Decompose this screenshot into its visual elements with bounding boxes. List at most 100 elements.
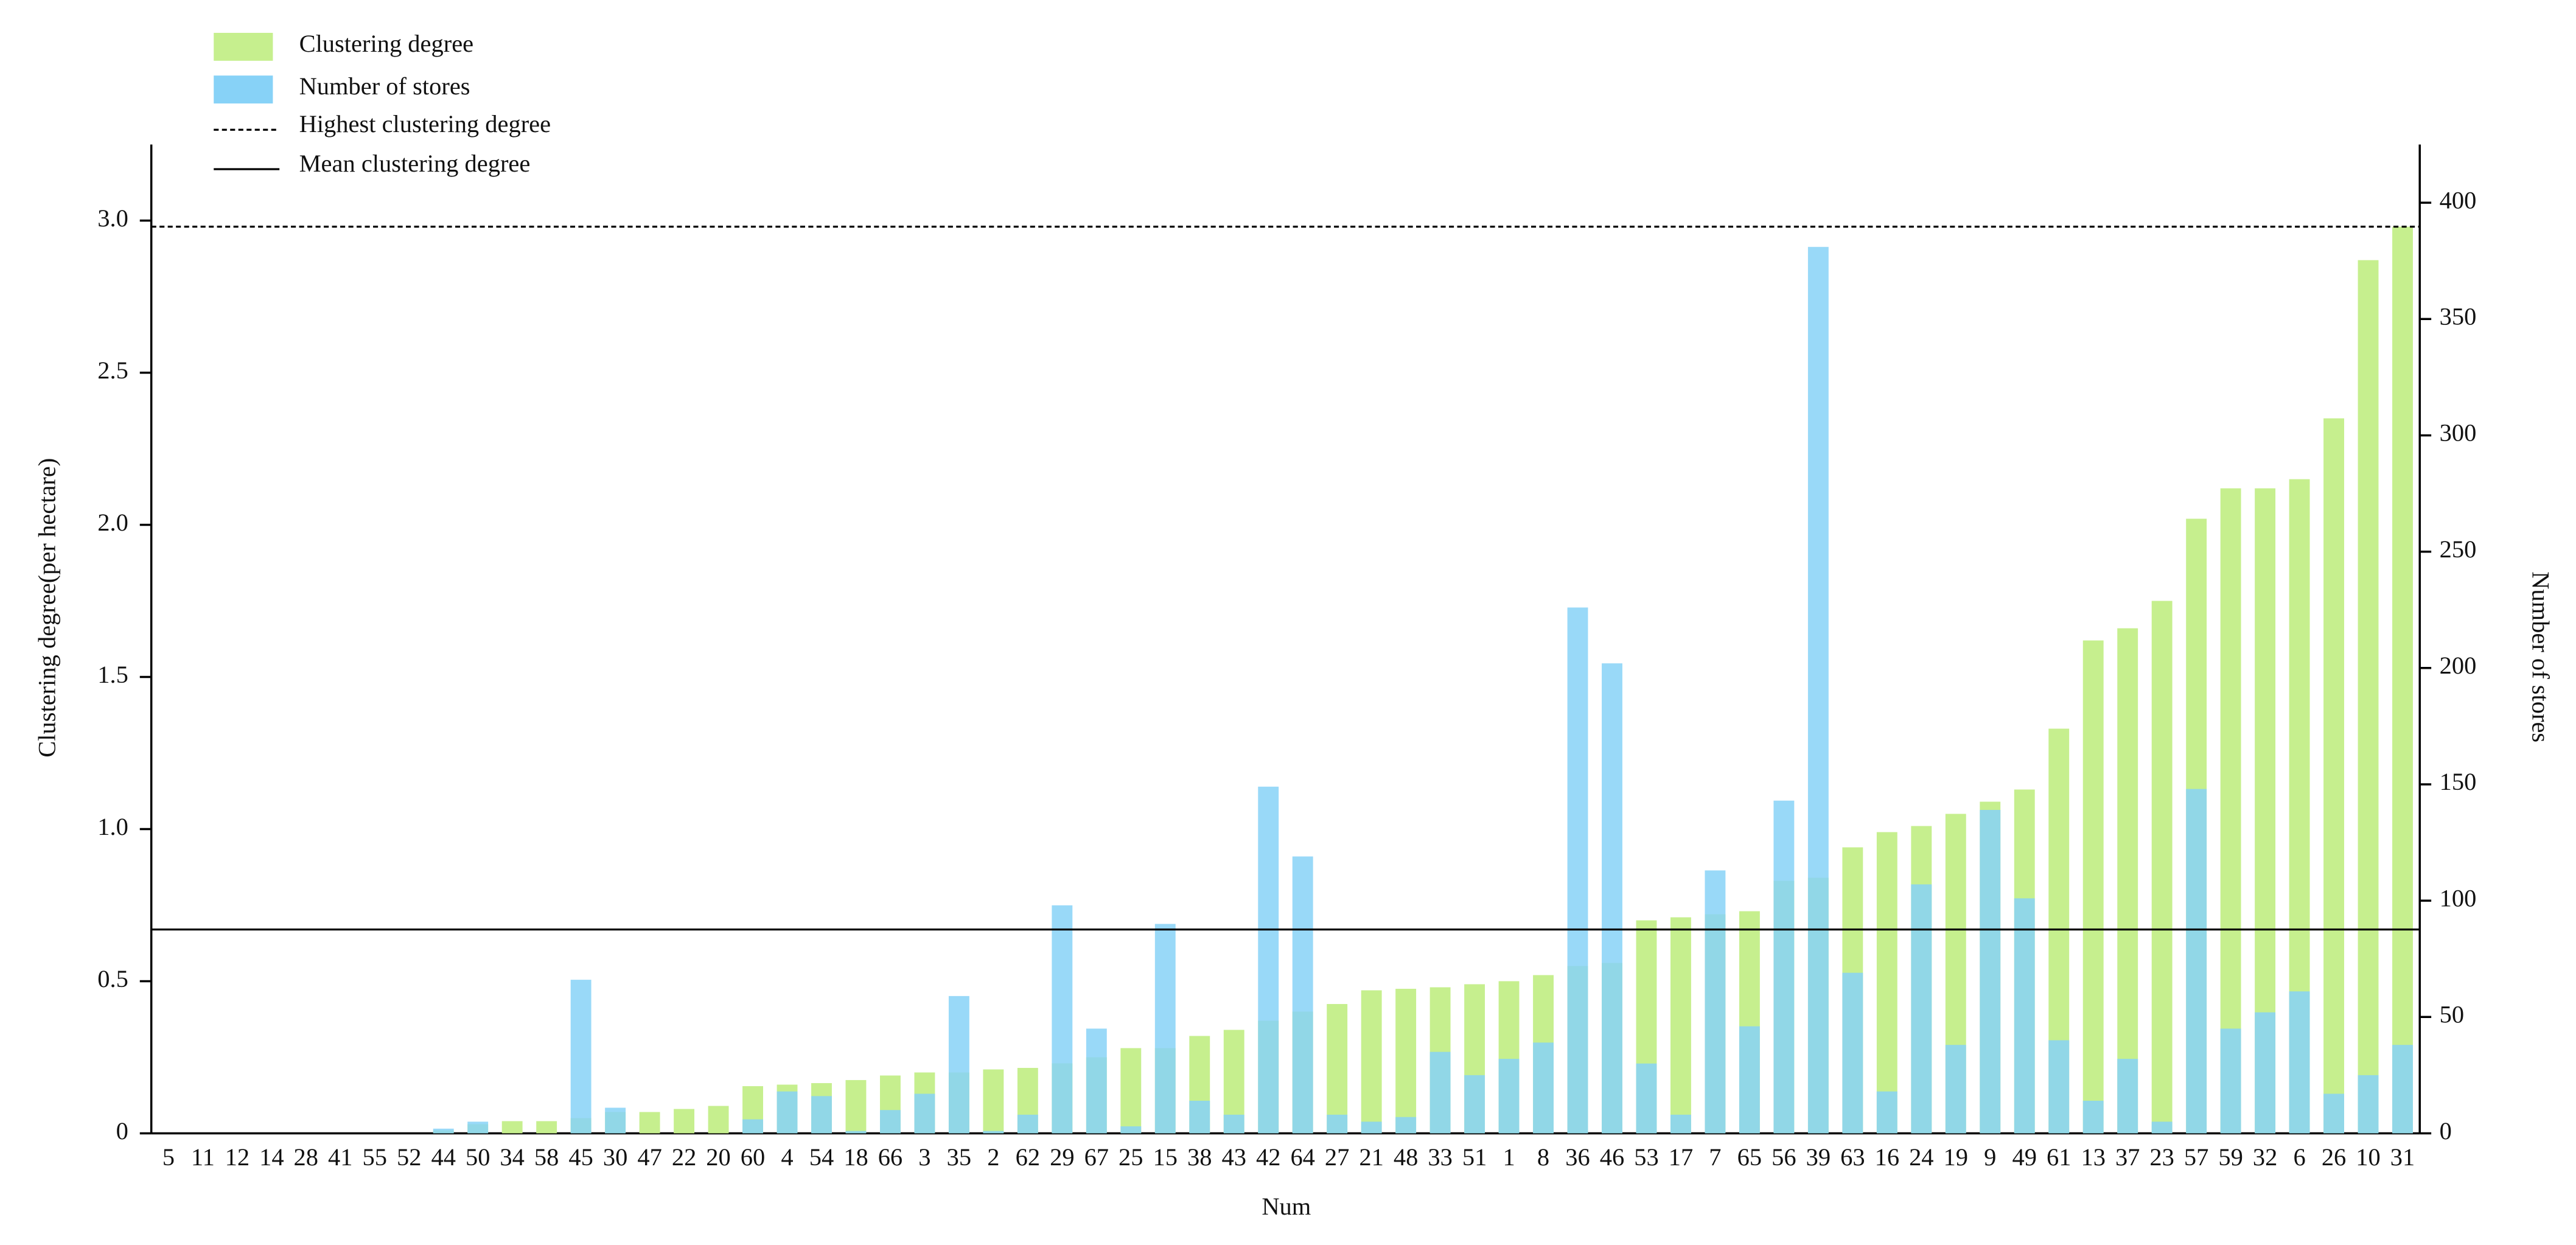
legend-swatch: [214, 32, 273, 61]
x-tick-label: 10: [2356, 1143, 2380, 1171]
bar: [2151, 601, 2173, 1134]
x-tick-label: 60: [741, 1143, 765, 1171]
x-tick-label: 28: [294, 1143, 318, 1171]
x-tick-label: 51: [1462, 1143, 1487, 1171]
x-tick-label: 12: [225, 1143, 250, 1171]
bar: [845, 1131, 867, 1134]
bar: [2117, 628, 2138, 1134]
x-axis-title: Num: [1262, 1193, 1311, 1220]
bar: [1017, 1114, 1038, 1134]
bar: [2323, 418, 2345, 1134]
legend-label: Highest clustering degree: [299, 110, 551, 138]
y2-tick-label: 0: [2440, 1117, 2452, 1145]
x-tick-label: 18: [843, 1143, 868, 1171]
bar: [1258, 786, 1279, 1134]
bar: [1292, 856, 1313, 1134]
x-tick-label: 1: [1503, 1143, 1515, 1171]
x-tick-label: 5: [162, 1143, 175, 1171]
x-tick-label: 59: [2218, 1143, 2243, 1171]
x-tick-label: 27: [1325, 1143, 1349, 1171]
bar: [1670, 917, 1691, 1134]
bar: [570, 980, 592, 1134]
y2-tick-label: 200: [2440, 652, 2477, 679]
bar: [948, 996, 969, 1134]
bar: [639, 1112, 660, 1134]
x-tick-label: 3: [918, 1143, 930, 1171]
x-tick-label: 24: [1909, 1143, 1933, 1171]
y-axis-title: Clustering degree(per hectare): [33, 458, 61, 758]
bar: [1567, 607, 1588, 1134]
x-tick-label: 37: [2115, 1143, 2140, 1171]
y2-tick-label: 400: [2440, 186, 2477, 214]
x-tick-label: 58: [534, 1143, 559, 1171]
y-tick-label: 2.0: [97, 509, 128, 536]
bar: [1120, 1048, 1142, 1134]
x-tick-label: 44: [431, 1143, 455, 1171]
x-tick-label: 32: [2253, 1143, 2277, 1171]
x-tick-label: 43: [1221, 1143, 1246, 1171]
bar: [2255, 1012, 2276, 1134]
bar: [1705, 870, 1726, 1134]
x-tick-label: 34: [500, 1143, 524, 1171]
x-tick-label: 25: [1119, 1143, 1143, 1171]
x-tick-label: 30: [603, 1143, 627, 1171]
bar: [1876, 1091, 1897, 1134]
x-tick-label: 29: [1050, 1143, 1074, 1171]
x-tick-label: 45: [568, 1143, 593, 1171]
y2-axis-title: Number of stores: [2527, 571, 2554, 742]
y2-tick-label: 100: [2440, 884, 2477, 912]
x-tick-label: 61: [2047, 1143, 2071, 1171]
x-tick-label: 23: [2149, 1143, 2174, 1171]
x-tick-label: 13: [2081, 1143, 2105, 1171]
x-tick-label: 49: [2012, 1143, 2037, 1171]
bar: [1533, 1042, 1554, 1134]
bar: [674, 1109, 695, 1134]
y2-tick-label: 300: [2440, 419, 2477, 447]
bar: [1911, 884, 1932, 1134]
bar: [880, 1110, 901, 1134]
bar: [983, 1069, 1004, 1134]
legend-label: Mean clustering degree: [299, 150, 531, 177]
x-tick-label: 11: [191, 1143, 215, 1171]
x-tick-label: 53: [1634, 1143, 1658, 1171]
bar: [1154, 924, 1176, 1134]
bar: [1361, 1121, 1382, 1134]
y2-tick-label: 350: [2440, 303, 2477, 330]
x-tick-label: 38: [1187, 1143, 1212, 1171]
bar: [1120, 1126, 1142, 1134]
legend-label: Number of stores: [299, 72, 470, 100]
bar: [2048, 1040, 2070, 1134]
x-tick-label: 22: [672, 1143, 696, 1171]
x-tick-label: 33: [1428, 1143, 1452, 1171]
bar: [2392, 226, 2413, 1134]
x-tick-label: 35: [947, 1143, 971, 1171]
bar: [2220, 488, 2241, 1134]
bar: [605, 1107, 626, 1134]
y2-tick-label: 250: [2440, 535, 2477, 563]
bar: [777, 1091, 798, 1134]
y-tick-label: 1.0: [97, 813, 128, 840]
x-tick-label: 50: [466, 1143, 490, 1171]
bar: [1842, 972, 1863, 1134]
legend-label: Clustering degree: [299, 30, 474, 57]
x-tick-label: 9: [1984, 1143, 1996, 1171]
x-tick-label: 66: [878, 1143, 902, 1171]
bar: [467, 1121, 489, 1134]
x-tick-label: 63: [1840, 1143, 1865, 1171]
bar: [1189, 1100, 1210, 1134]
x-tick-label: 7: [1709, 1143, 1721, 1171]
bar: [1980, 810, 2001, 1134]
bar: [983, 1131, 1004, 1134]
bar: [1876, 832, 1897, 1134]
x-tick-label: 67: [1084, 1143, 1109, 1171]
legend-swatch: [214, 75, 273, 104]
x-tick-label: 8: [1537, 1143, 1549, 1171]
x-tick-label: 47: [637, 1143, 661, 1171]
y-tick-label: 2.5: [97, 357, 128, 384]
bar: [2358, 1075, 2379, 1134]
bar: [1429, 1051, 1451, 1134]
y-tick-label: 3.0: [97, 204, 128, 232]
bar: [1327, 1003, 1348, 1134]
x-tick-label: 17: [1669, 1143, 1693, 1171]
bar: [708, 1106, 729, 1134]
